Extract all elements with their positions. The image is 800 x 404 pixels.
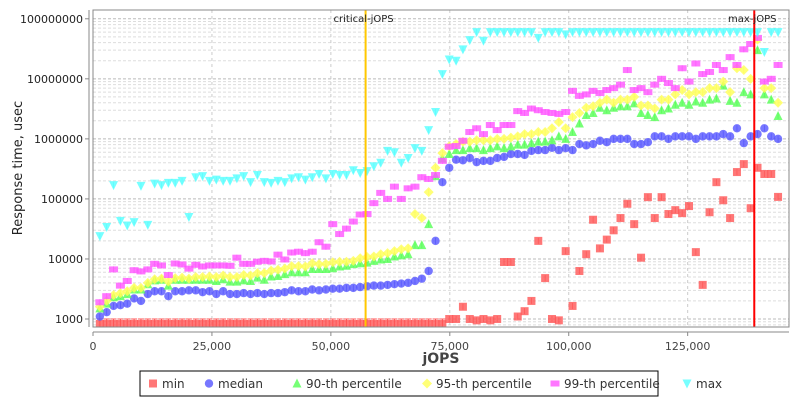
circle-icon xyxy=(204,379,214,388)
square-icon xyxy=(149,379,157,388)
legend-item-max: max xyxy=(682,377,722,391)
x-tick-label: 50,000 xyxy=(312,340,351,353)
rect-icon xyxy=(550,380,560,387)
legend-item-95-th-percentile: 95-th percentile xyxy=(422,377,532,391)
y-tick-label: 1000000 xyxy=(34,133,83,146)
x-tick-label: 75,000 xyxy=(431,340,470,353)
y-axis-label: Response time, usec xyxy=(11,101,26,235)
series-min xyxy=(95,160,783,327)
y-tick-label: 100000 xyxy=(41,193,83,206)
legend-frame xyxy=(139,370,659,397)
triangle-down-icon xyxy=(682,379,692,389)
series-max xyxy=(95,28,783,242)
legend-item-min: min xyxy=(149,377,185,391)
legend-label: median xyxy=(218,377,263,391)
x-tick-label: 125,000 xyxy=(665,340,711,353)
y-tick-label: 1000 xyxy=(55,313,83,326)
y-tick-label: 10000000 xyxy=(27,73,83,86)
legend-item-99-th-percentile: 99-th percentile xyxy=(550,377,660,391)
legend-item-90-th-percentile: 90-th percentile xyxy=(292,377,402,391)
series-99-th-percentile xyxy=(95,34,783,306)
series-median xyxy=(95,124,783,321)
legend-label: 90-th percentile xyxy=(306,377,402,391)
legend-label: max xyxy=(696,377,722,391)
marker-label-max-jOPS: max-jOPS xyxy=(728,14,776,25)
triangle-up-icon xyxy=(292,378,302,388)
x-tick-label: 100,000 xyxy=(546,340,592,353)
data-points xyxy=(94,28,784,327)
legend: min median 90-th percentile 95-th percentil… xyxy=(139,370,722,397)
legend-label: 99-th percentile xyxy=(564,377,660,391)
legend-label: 95-th percentile xyxy=(436,377,532,391)
x-axis-label: jOPS xyxy=(421,351,459,367)
x-tick-label: 25,000 xyxy=(193,340,232,353)
marker-label-critical-jOPS: critical-jOPS xyxy=(334,14,394,25)
diamond-icon xyxy=(422,378,432,389)
marker-lines: critical-jOPS max-jOPS xyxy=(334,10,776,327)
legend-item-median: median xyxy=(204,377,263,391)
y-tick-label: 100000000 xyxy=(20,13,83,26)
axes: 0 25,000 50,000 75,000 100,000 125,000 1000 100… xyxy=(20,10,789,353)
legend-label: min xyxy=(162,377,185,391)
x-tick-label: 0 xyxy=(90,340,97,353)
y-tick-label: 10000 xyxy=(48,253,83,266)
plot-frame xyxy=(92,9,790,328)
